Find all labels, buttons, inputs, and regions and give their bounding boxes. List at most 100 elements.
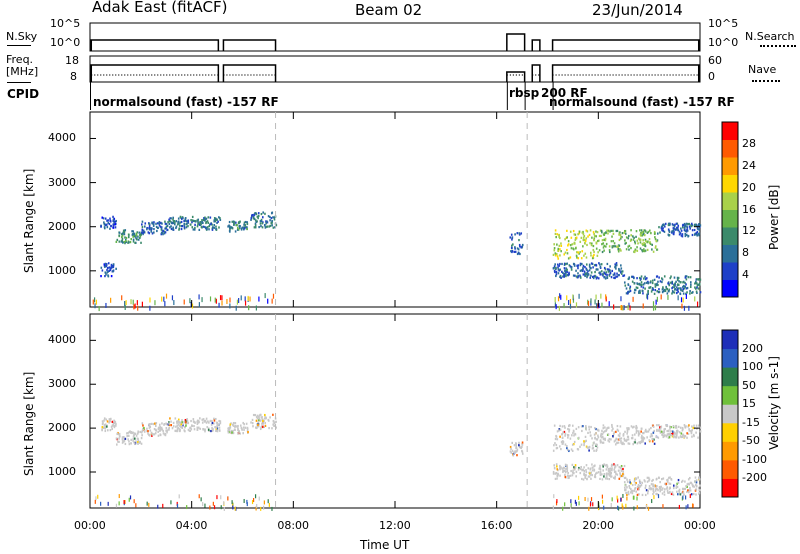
power-ytick-label: 1000 (48, 263, 76, 277)
power-mark (596, 231, 599, 234)
power-mark (178, 228, 180, 231)
velocity-mark (148, 424, 151, 427)
power-mark (599, 271, 601, 274)
power-mark (205, 217, 208, 220)
velocity-mark (638, 493, 640, 496)
velocity-mark (626, 496, 628, 501)
velocity-mark (521, 450, 524, 453)
velocity-mark (678, 436, 680, 439)
power-mark (154, 300, 156, 306)
power-mark (556, 233, 559, 236)
velocity-mark (579, 445, 581, 448)
power-mark (613, 273, 616, 276)
velocity-mark (655, 435, 658, 439)
velocity-mark (101, 420, 104, 423)
power-mark (519, 245, 521, 248)
power-mark (668, 229, 670, 232)
power-colorbar-swatch (722, 174, 738, 193)
velocity-mark (243, 428, 245, 431)
velocity-mark (190, 424, 193, 427)
power-mark (660, 277, 663, 280)
velocity-mark (555, 443, 558, 447)
power-mark (554, 254, 557, 257)
velocity-mark (585, 428, 588, 431)
power-mark (153, 231, 155, 234)
power-mark (135, 236, 137, 239)
power-mark (570, 247, 573, 250)
power-mark (686, 291, 688, 294)
power-mark (509, 236, 512, 239)
power-mark (178, 227, 181, 230)
velocity-mark (573, 434, 575, 437)
nsky-legend-line (7, 45, 31, 46)
xtick-label: 12:00 (379, 519, 411, 532)
power-mark (639, 278, 642, 281)
velocity-mark (695, 431, 697, 434)
power-colorbar-swatch (722, 209, 738, 228)
velocity-mark (612, 433, 615, 436)
velocity-mark (617, 434, 620, 437)
power-mark (566, 236, 568, 239)
power-mark (510, 250, 512, 253)
velocity-mark (613, 440, 616, 443)
velocity-mark (675, 424, 677, 428)
power-mark (554, 252, 557, 255)
power-mark (593, 275, 595, 278)
power-mark (520, 232, 523, 235)
power-mark (678, 230, 681, 233)
xtick-label: 00:00 (74, 519, 106, 532)
power-mark (685, 275, 688, 278)
velocity-mark (118, 435, 121, 438)
power-mark (510, 246, 513, 249)
velocity-mark (647, 430, 650, 433)
power-mark (136, 238, 138, 241)
power-mark (599, 229, 602, 232)
power-mark (641, 242, 644, 245)
power-mark (601, 231, 603, 234)
velocity-mark (628, 442, 631, 445)
power-mark (581, 231, 584, 234)
velocity-mark (685, 425, 687, 428)
power-mark (201, 219, 203, 222)
velocity-mark (571, 471, 574, 474)
velocity-mark (675, 486, 678, 489)
velocity-mark (133, 441, 135, 444)
velocity-mark (217, 423, 220, 426)
power-mark (173, 223, 176, 226)
velocity-mark (189, 429, 192, 432)
velocity-mark (185, 422, 187, 425)
power-mark (676, 289, 679, 292)
power-mark (179, 221, 182, 224)
velocity-mark (113, 421, 116, 425)
power-mark (121, 234, 124, 237)
velocity-mark (560, 447, 562, 451)
power-mark (269, 219, 271, 222)
power-mark (124, 236, 126, 239)
power-mark (635, 230, 638, 233)
power-mark (683, 287, 686, 290)
power-mark (643, 233, 646, 237)
power-mark (643, 241, 645, 245)
power-mark (641, 250, 644, 253)
velocity-mark (594, 437, 596, 440)
velocity-mark (609, 467, 612, 470)
power-mark (680, 287, 682, 291)
velocity-mark (676, 485, 679, 489)
velocity-mark (686, 485, 688, 489)
power-mark (640, 283, 642, 286)
velocity-mark (121, 441, 124, 444)
velocity-mark (259, 419, 262, 422)
velocity-mark (564, 443, 567, 446)
power-mark (629, 289, 632, 293)
velocity-mark (607, 469, 610, 472)
velocity-mark (656, 484, 658, 488)
velocity-mark (573, 440, 576, 444)
power-mark (616, 275, 619, 278)
power-mark (694, 286, 696, 289)
power-mark (511, 238, 513, 241)
velocity-mark (232, 505, 234, 510)
velocity-mark (661, 488, 663, 491)
velocity-mark (616, 424, 619, 428)
power-mark (554, 267, 557, 270)
power-mark (606, 268, 609, 271)
